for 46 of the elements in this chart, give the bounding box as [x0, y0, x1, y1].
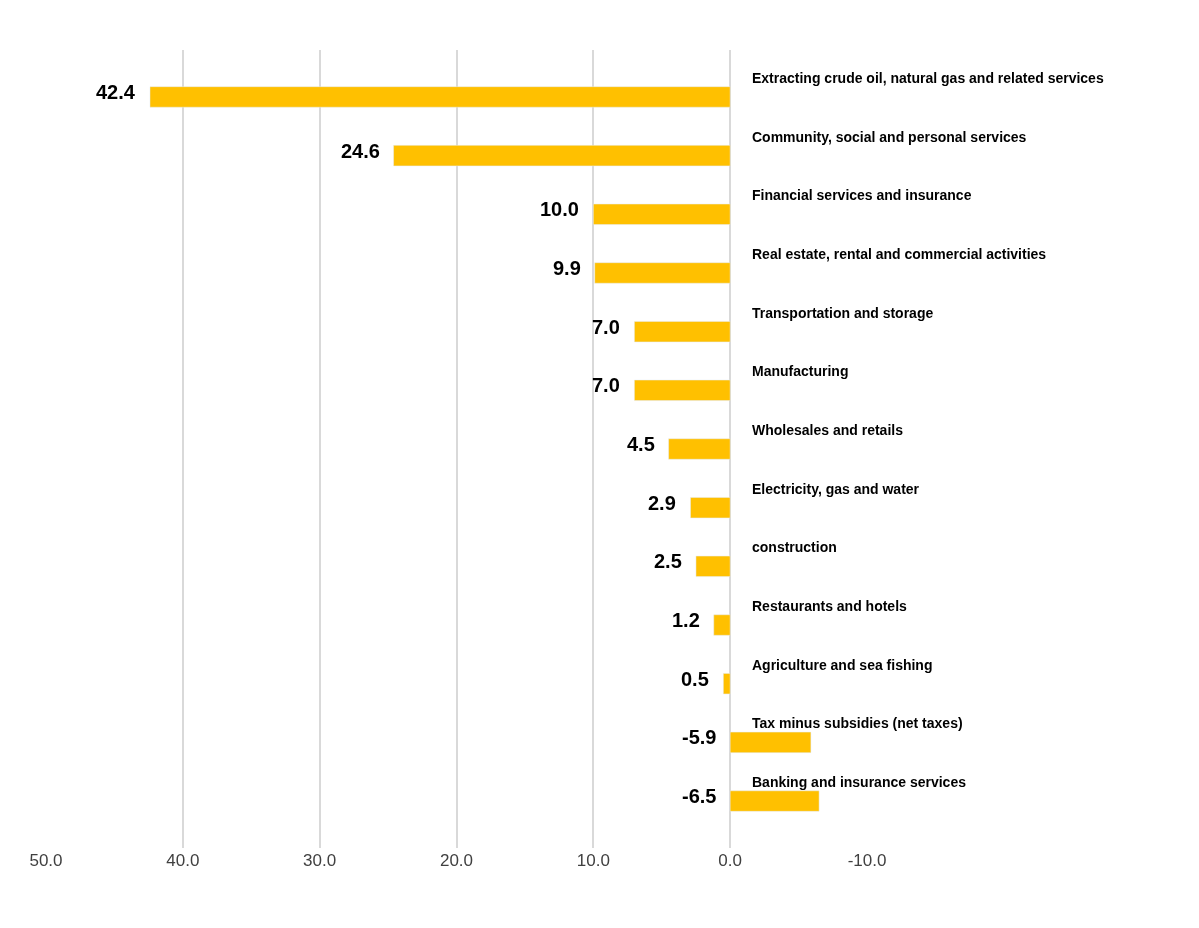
y-tick-label: Community, social and personal services — [752, 129, 1027, 145]
y-tick-label: Extracting crude oil, natural gas and related services — [752, 70, 1104, 86]
bar — [723, 673, 731, 695]
y-tick-label: Financial services and insurance — [752, 187, 972, 203]
y-tick-label: Wholesales and retails — [752, 422, 904, 438]
y-tick-label: Transportation and storage — [752, 305, 934, 321]
bar — [690, 497, 731, 519]
y-tick-label: Real estate, rental and commercial activities — [752, 246, 1047, 262]
data-label: 42.4 — [96, 81, 136, 103]
y-tick-label: Agriculture and sea fishing — [752, 657, 933, 673]
data-label: 2.5 — [654, 550, 682, 572]
bar — [713, 614, 731, 636]
bar — [729, 790, 820, 812]
bar — [593, 203, 731, 225]
x-tick-label: 20.0 — [439, 851, 474, 870]
data-label: 7.0 — [592, 316, 620, 338]
bar — [594, 262, 731, 284]
bar — [729, 731, 812, 753]
data-label: 1.2 — [672, 609, 700, 631]
data-label: 2.9 — [648, 492, 676, 514]
data-label: -6.5 — [682, 785, 717, 807]
data-label: 7.0 — [592, 374, 620, 396]
y-tick-label: Electricity, gas and water — [752, 481, 920, 497]
x-tick-label: 30.0 — [303, 851, 337, 870]
y-tick-label: Restaurants and hotels — [752, 598, 908, 614]
data-label: 9.9 — [553, 257, 581, 279]
y-tick-label: Tax minus subsidies (net taxes) — [752, 715, 963, 731]
data-label: 24.6 — [341, 140, 380, 162]
data-label: 4.5 — [627, 433, 655, 455]
x-tick-label: 50.0 — [29, 851, 63, 870]
y-tick-label: Manufacturing — [752, 363, 849, 379]
data-label: -5.9 — [682, 726, 717, 748]
data-label: 10.0 — [540, 198, 579, 220]
x-tick-label: -10.0 — [847, 851, 887, 870]
x-tick-label: 40.0 — [166, 851, 200, 870]
y-tick-label: Banking and insurance services — [752, 774, 967, 790]
bar — [695, 555, 731, 577]
bar — [668, 438, 731, 460]
y-tick-label: construction — [752, 539, 837, 555]
bar — [393, 145, 731, 167]
bar — [634, 321, 731, 343]
bar — [634, 379, 731, 401]
x-tick-label: 0.0 — [718, 851, 742, 870]
x-tick-label: 10.0 — [576, 851, 610, 870]
data-label: 0.5 — [681, 668, 709, 690]
bar — [149, 86, 731, 108]
